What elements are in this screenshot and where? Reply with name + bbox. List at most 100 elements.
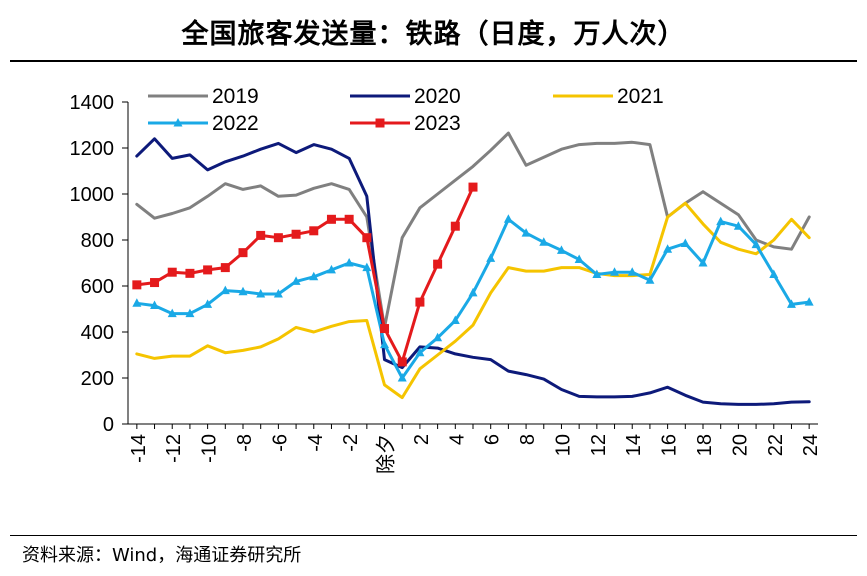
series-line-2021 [135,201,811,400]
data-point-2022 [769,269,779,278]
x-tick-label: 8 [517,434,539,445]
legend-item-2021: 2021 [553,85,664,108]
data-point-2022 [326,264,336,274]
series-layer [132,131,814,406]
chart-legend: 2019 2020 2021 2022 2023 [148,85,664,135]
chart-title: 全国旅客发送量：铁路（日度，万人次） [181,19,686,50]
data-point-2022 [486,253,496,262]
data-point-2023 [468,182,478,192]
data-point-2023 [397,357,407,367]
data-point-2022 [468,287,478,297]
source-divider [10,535,857,536]
legend-item-2020: 2020 [350,85,461,108]
data-point-2022 [610,267,620,276]
data-point-2022 [627,267,637,276]
data-point-2022 [663,244,673,253]
data-point-2023 [220,263,230,273]
x-tick-label: 24 [800,434,822,456]
data-point-2022 [238,286,248,296]
legend-label-2022: 2022 [212,112,259,135]
x-tick-label: 10 [552,434,574,456]
y-tick-label: 200 [81,368,114,390]
y-tick-label: 0 [103,414,114,436]
y-tick-label: 600 [81,276,114,298]
data-point-2023 [309,226,319,236]
legend-item-2023: 2023 [350,112,461,135]
series-2023 [132,182,478,367]
title-divider [10,60,857,62]
data-point-2023 [433,259,443,269]
data-point-2023 [450,221,460,231]
data-point-2022 [362,262,372,272]
x-tick-label: -2 [340,434,362,452]
data-point-2023 [238,248,248,258]
data-point-2022 [344,258,354,267]
data-point-2022 [203,299,213,308]
data-point-2022 [521,228,531,237]
data-point-2023 [273,233,283,243]
series-line-2019 [135,131,811,329]
data-point-2023 [344,214,354,224]
x-tick-label: 18 [694,434,716,456]
series-2020 [135,137,811,406]
y-tick-label: 1000 [70,184,115,206]
legend-label-2023: 2023 [414,112,461,135]
data-point-2023 [203,265,213,275]
x-tick-label: -12 [163,434,185,463]
data-point-2022 [503,214,513,223]
data-point-2022 [150,300,160,310]
x-tick-label: 16 [659,434,681,456]
data-point-2023 [132,280,142,290]
legend-label-2021: 2021 [617,85,664,108]
data-point-2022 [132,298,142,307]
data-point-2022 [539,237,549,246]
data-point-2023 [362,233,372,243]
source-note: 资料来源：Wind，海通证券研究所 [22,545,302,566]
legend-marker-2022 [173,118,183,127]
series-line-2020 [135,137,811,406]
data-point-2022 [291,276,301,285]
x-tick-label: 22 [765,434,787,456]
y-tick-label: 1400 [70,92,115,114]
legend-label-2020: 2020 [414,85,461,108]
line-chart: 0 200 400 600 800 1000 1200 1400 -14 -12 -10 -8 -6 -4… [70,85,823,474]
y-tick-label: 800 [81,230,114,252]
data-point-2022 [309,271,319,281]
legend-item-2022: 2022 [148,112,259,135]
data-point-2022 [415,347,425,357]
data-point-2022 [680,238,690,247]
series-2021 [135,201,811,400]
data-point-2022 [592,269,602,278]
x-tick-label: -8 [234,434,256,452]
x-tick-label: -6 [269,434,291,452]
data-point-2023 [185,268,195,278]
data-point-2023 [256,230,266,240]
legend-marker-2023 [375,118,385,128]
data-point-2022 [751,239,761,249]
data-point-2022 [167,308,177,318]
data-point-2023 [326,214,336,224]
y-tick-label: 400 [81,322,114,344]
x-tick-label: 14 [623,434,645,456]
data-point-2022 [220,285,230,295]
data-point-2023 [150,278,160,288]
data-point-2022 [716,216,726,226]
data-point-2022 [556,245,566,254]
data-point-2022 [574,254,584,264]
data-point-2022 [804,297,814,306]
series-2019 [135,131,811,329]
x-tick-label: 6 [482,434,504,445]
y-tick-label: 1200 [70,138,115,160]
legend-label-2019: 2019 [212,85,259,108]
x-tick-label: 20 [729,434,751,456]
series-line-2022 [135,217,811,380]
x-tick-label: 12 [588,434,610,456]
data-point-2022 [698,258,708,267]
x-tick-label: -10 [199,434,221,463]
data-point-2022 [256,289,266,298]
x-tick-label: -4 [305,434,327,452]
chart-axes: 0 200 400 600 800 1000 1200 1400 -14 -12 -10 -8 -6 -4… [70,92,823,474]
x-tick-label: 除夕 [375,434,398,474]
data-point-2023 [167,267,177,277]
legend-item-2019: 2019 [148,85,259,108]
